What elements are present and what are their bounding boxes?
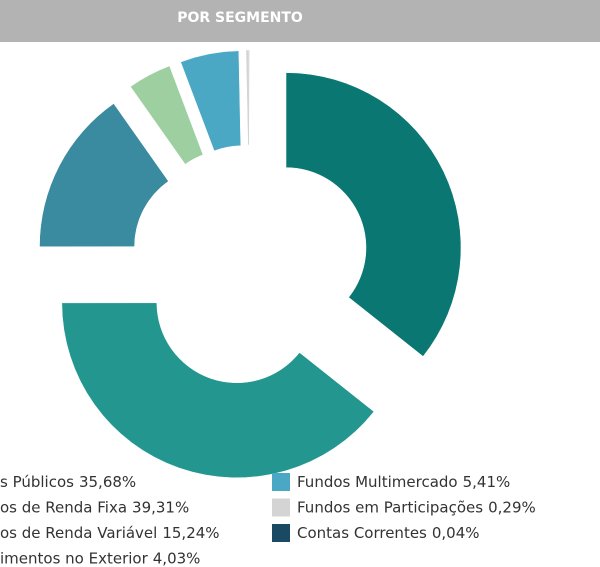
legend-value: 15,24% (162, 524, 219, 542)
pie-slice (130, 65, 204, 165)
legend-label: os de Renda Variável (0, 524, 157, 542)
pie-slice (245, 49, 250, 146)
legend-value: 0,29% (488, 498, 536, 516)
legend-entry: Contas Correntes 0,04% (297, 524, 480, 542)
legend-value: 39,31% (132, 498, 189, 516)
legend-swatch (272, 473, 290, 491)
legend-entry: os de Renda Fixa 39,31% (0, 498, 189, 516)
legend-value: 4,03% (153, 549, 201, 567)
legend-entry: imentos no Exterior 4,03% (0, 549, 200, 567)
pie-slice (285, 72, 462, 357)
header-bar (0, 0, 600, 42)
pie-slice (61, 302, 375, 478)
legend-entry: os de Renda Variável 15,24% (0, 524, 220, 542)
legend-value: 5,41% (463, 473, 511, 491)
pie-slice (39, 103, 169, 247)
legend-label: Fundos em Participações (297, 498, 483, 516)
legend-value: 0,04% (432, 524, 480, 542)
legend-label: os de Renda Fixa (0, 498, 127, 516)
legend-swatch (272, 524, 290, 542)
legend-label: Contas Correntes (297, 524, 427, 542)
chart-title: POR SEGMENTO (177, 10, 303, 26)
legend-label: s Públicos (0, 473, 74, 491)
legend-label: imentos no Exterior (0, 549, 149, 567)
legend-swatch (272, 498, 290, 517)
legend-entry: Fundos em Participações 0,29% (297, 498, 536, 516)
pie-slice (180, 50, 242, 152)
legend-value: 35,68% (79, 473, 136, 491)
legend-entry: s Públicos 35,68% (0, 473, 136, 491)
legend-label: Fundos Multimercado (297, 473, 458, 491)
legend-entry: Fundos Multimercado 5,41% (297, 473, 510, 491)
